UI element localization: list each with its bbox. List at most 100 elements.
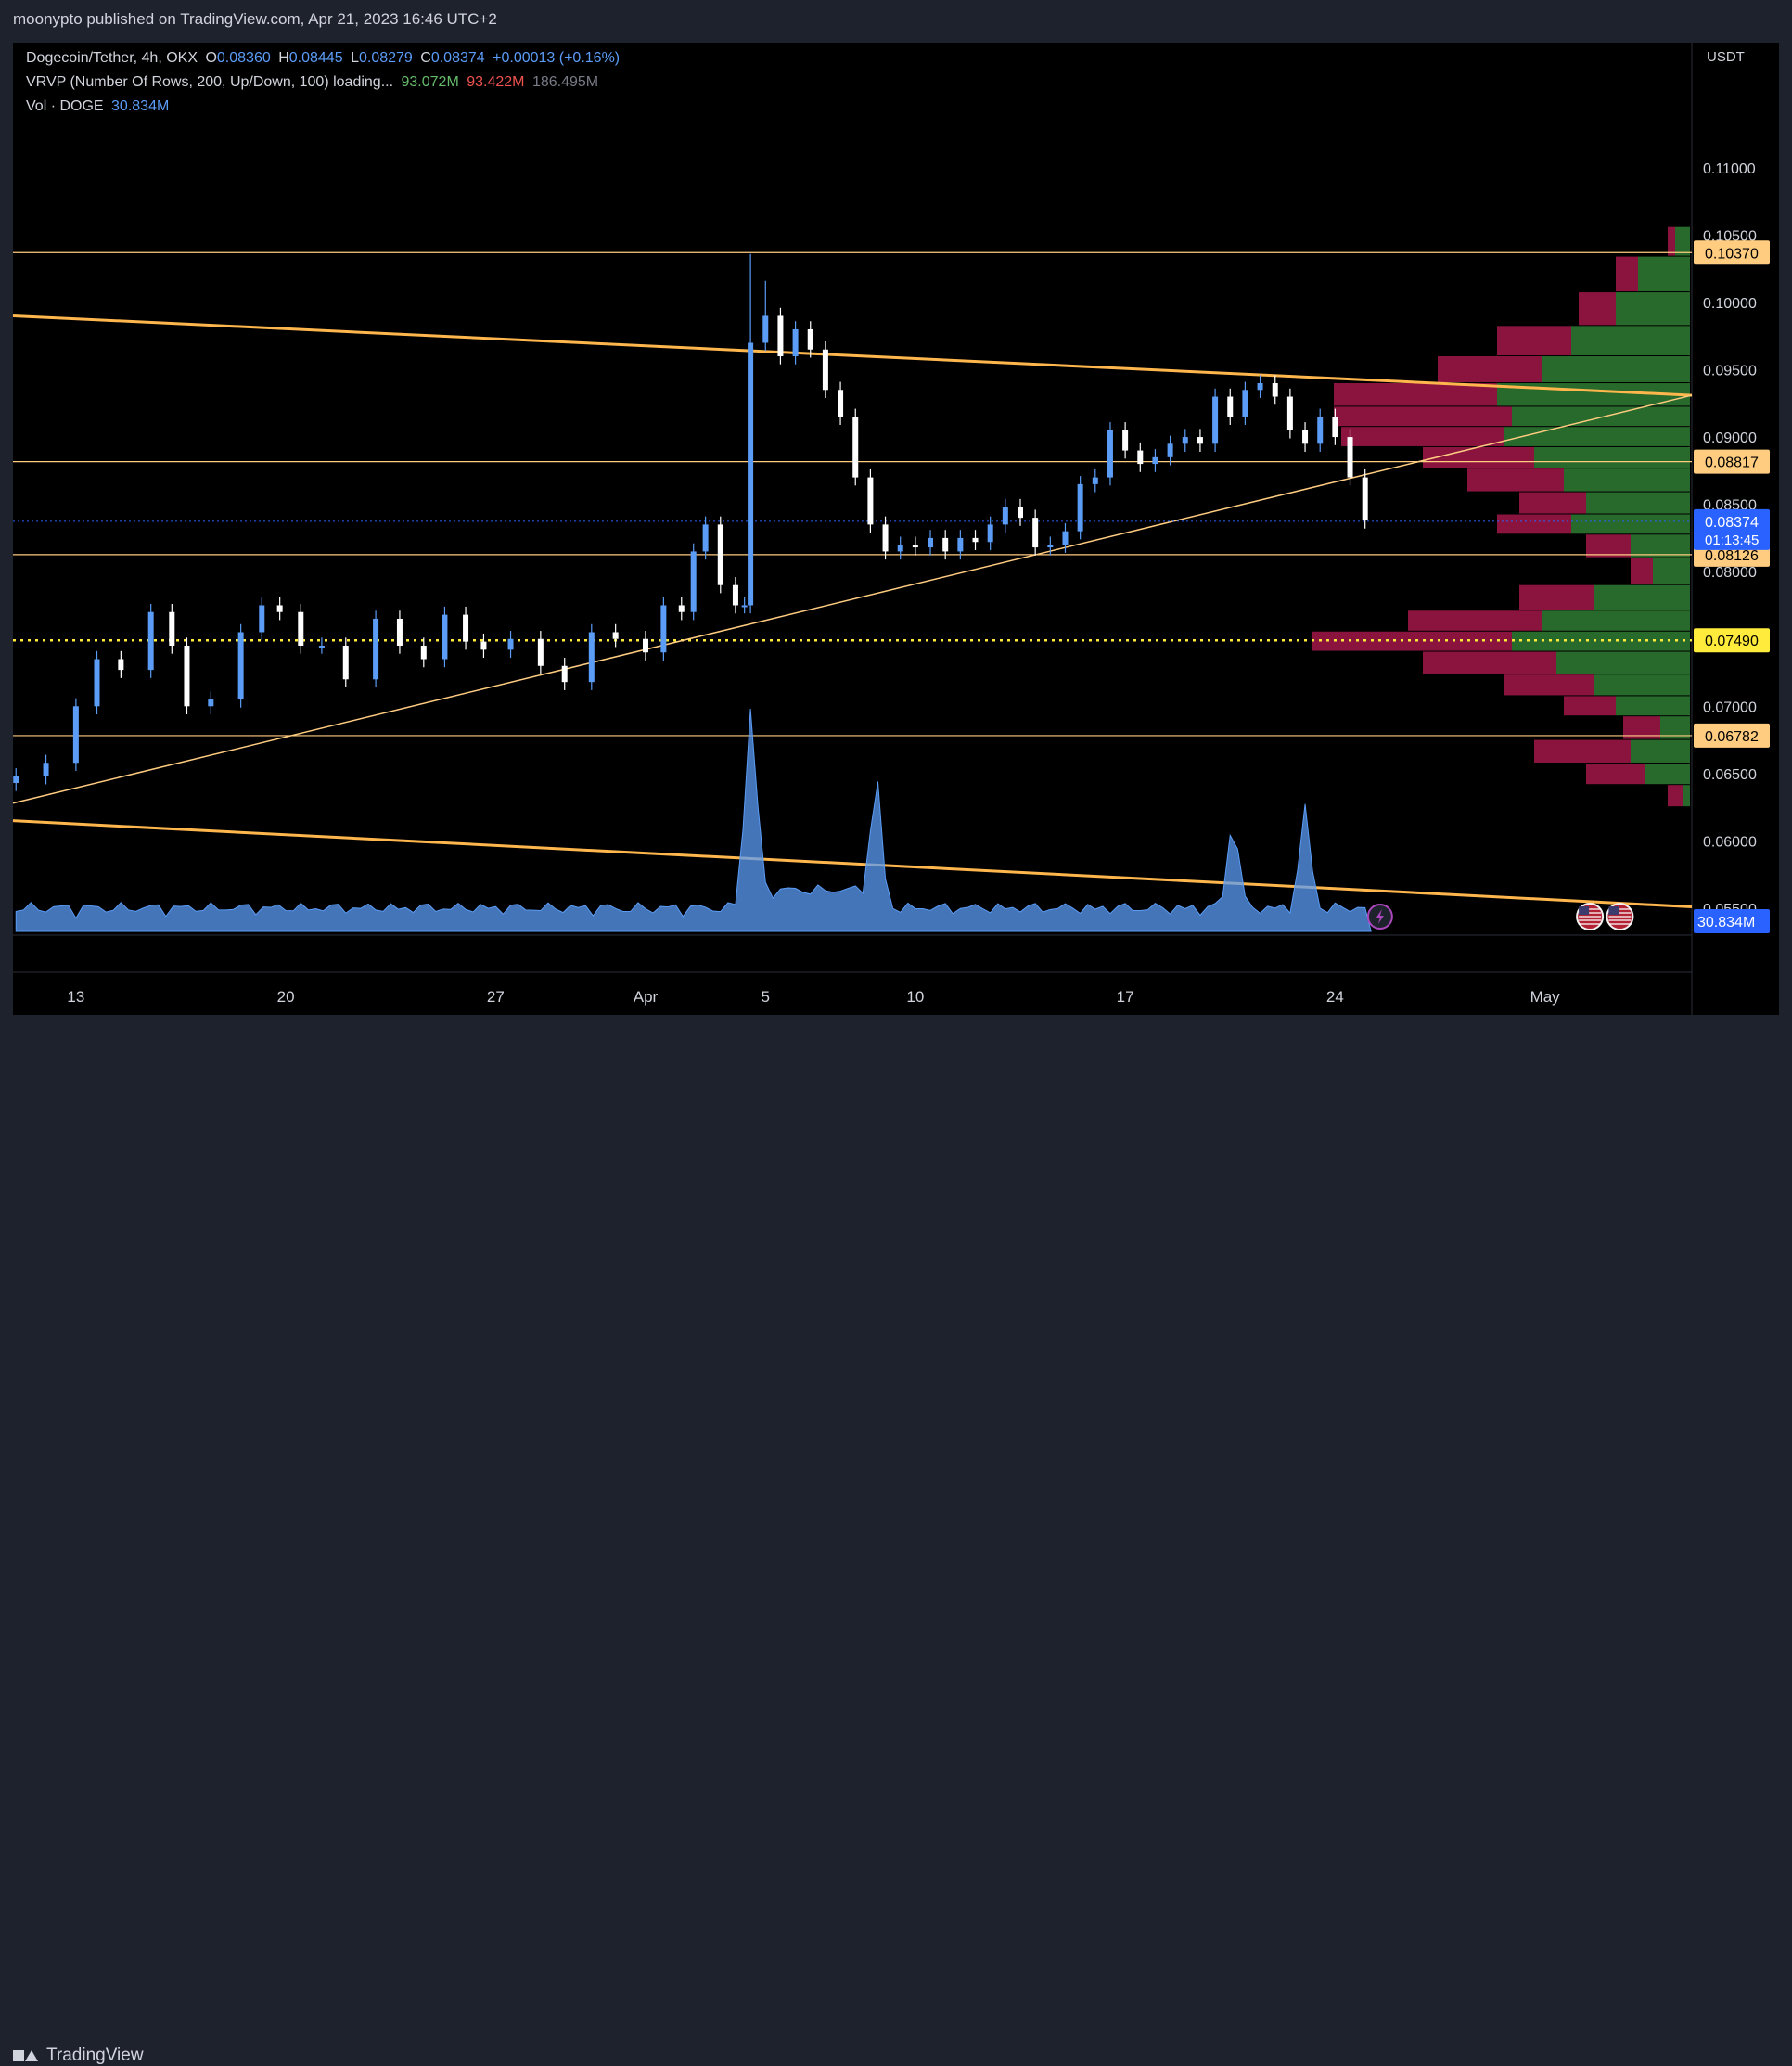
volume-profile-up-bar xyxy=(1616,696,1690,716)
candle-body xyxy=(762,315,769,343)
candle-body xyxy=(1197,437,1203,444)
x-tick-label: May xyxy=(1530,988,1561,1006)
volume-profile-down-bar xyxy=(1534,739,1631,763)
volume-profile-down-bar xyxy=(1423,651,1556,674)
candle-body xyxy=(1137,450,1144,465)
x-tick-label: 13 xyxy=(67,988,84,1006)
volume-profile-down-bar xyxy=(1631,558,1653,584)
volume-profile-up-bar xyxy=(1631,534,1690,558)
volume-profile-down-bar xyxy=(1579,292,1616,326)
candle-body xyxy=(1362,477,1368,521)
candle-body xyxy=(748,342,754,606)
candle-body xyxy=(867,477,874,525)
x-tick-label: 27 xyxy=(487,988,505,1006)
legend-close: 0.08374 xyxy=(430,50,485,66)
brand-label: TradingView xyxy=(46,2046,144,2065)
volume-profile-up-bar xyxy=(1683,785,1690,807)
y-tick-label: 0.09500 xyxy=(1703,364,1757,379)
legend-change: +0.00013 (+0.16%) xyxy=(493,50,621,66)
volume-profile-down-bar xyxy=(1519,584,1594,610)
candle-body xyxy=(276,605,283,612)
candle-body xyxy=(1302,430,1309,444)
volume-profile-down-bar xyxy=(1497,326,1571,355)
candle-body xyxy=(1062,531,1069,545)
y-tick-label: 0.11000 xyxy=(1703,161,1756,177)
candle-body xyxy=(43,763,49,776)
volume-profile-up-bar xyxy=(1571,326,1690,355)
volume-profile-down-bar xyxy=(1519,492,1586,514)
legend-h-label: H xyxy=(278,50,289,66)
candle-body xyxy=(420,645,427,660)
y-tick-label: 0.06500 xyxy=(1703,767,1757,783)
legend-vrvp-row: VRVP (Number Of Rows, 200, Up/Down, 100)… xyxy=(26,74,602,91)
legend-vrvp-up: 93.072M xyxy=(401,74,459,90)
candle-body xyxy=(852,417,859,478)
candle-body xyxy=(1257,383,1263,391)
level-price-badge-bg xyxy=(1694,449,1770,474)
volume-profile-down-bar xyxy=(1408,610,1542,631)
volume-profile-down-bar xyxy=(1586,763,1645,785)
candle-body xyxy=(1212,396,1219,444)
candle-body xyxy=(463,614,469,642)
level-price-badge: 0.08817 xyxy=(1705,456,1759,471)
candle-body xyxy=(972,537,979,543)
candle-body xyxy=(1122,430,1129,451)
volume-profile-down-bar xyxy=(1334,406,1512,427)
candle-body xyxy=(588,632,595,683)
candle-body xyxy=(792,328,799,356)
candle-body xyxy=(777,315,784,356)
volume-profile-up-bar xyxy=(1586,492,1690,514)
x-tick-label: 24 xyxy=(1326,988,1344,1006)
candle-body xyxy=(732,584,738,606)
volume-profile-up-bar xyxy=(1616,292,1690,326)
candle-body xyxy=(741,605,748,608)
x-tick-label: 17 xyxy=(1117,988,1134,1006)
legend-l-label: L xyxy=(351,50,359,66)
volume-profile-down-bar xyxy=(1467,468,1564,492)
volume-profile-up-bar xyxy=(1594,584,1690,610)
level-price-badge-bg xyxy=(1694,628,1770,653)
legend-vol-label: Vol · DOGE xyxy=(26,98,104,114)
candle-body xyxy=(169,611,175,646)
legend-open: 0.08360 xyxy=(216,50,271,66)
volume-profile-up-bar xyxy=(1638,256,1690,292)
price-chart[interactable]: USDT 0.11000 0.10500 0.10000 0.09500 0.09000 0… xyxy=(0,0,1792,1065)
volume-profile-down-bar xyxy=(1423,446,1534,468)
candle-body xyxy=(928,537,934,548)
current-price-badge: 0.08374 xyxy=(1705,515,1759,531)
candle-body xyxy=(678,605,685,612)
volume-profile-down-bar xyxy=(1438,355,1542,383)
publisher-line: moonypto published on TradingView.com, A… xyxy=(13,10,497,28)
volume-area xyxy=(15,708,1372,932)
candle-body xyxy=(1286,396,1293,430)
candle-body xyxy=(1332,417,1338,438)
volume-profile-up-bar xyxy=(1571,514,1690,534)
candle-body xyxy=(702,524,709,552)
volume-profile-down-bar xyxy=(1312,631,1512,651)
legend-c-label: C xyxy=(420,50,431,66)
us-flag-canton xyxy=(1579,906,1590,915)
candle-body xyxy=(237,632,244,700)
x-tick-label: 20 xyxy=(277,988,295,1006)
legend-vrvp-down: 93.422M xyxy=(467,74,525,90)
y-tick-label: 0.10000 xyxy=(1703,296,1757,312)
candle-body xyxy=(912,545,918,548)
volume-profile-up-bar xyxy=(1564,468,1690,492)
candle-body xyxy=(942,537,949,552)
volume-value-badge: 30.834M xyxy=(1697,915,1755,930)
trendline-lower-channel xyxy=(12,819,1693,909)
legend-vrvp-label: VRVP (Number Of Rows, 200, Up/Down, 100)… xyxy=(26,74,394,90)
legend-symbol-row: Dogecoin/Tether, 4h, OKX O0.08360 H0.084… xyxy=(26,50,623,67)
candle-body xyxy=(1092,477,1098,484)
volume-profile-up-bar xyxy=(1512,406,1690,427)
candle-body xyxy=(690,551,697,612)
candle-body xyxy=(822,349,828,391)
candle-body xyxy=(1018,507,1023,519)
candle-body xyxy=(1242,390,1248,417)
tradingview-brand[interactable]: TradingView xyxy=(13,2046,144,2066)
volume-profile-up-bar xyxy=(1631,739,1690,763)
volume-profile-down-bar xyxy=(1341,427,1504,446)
legend-low: 0.08279 xyxy=(358,50,413,66)
candle-body xyxy=(147,611,154,671)
candle-body xyxy=(987,524,993,543)
